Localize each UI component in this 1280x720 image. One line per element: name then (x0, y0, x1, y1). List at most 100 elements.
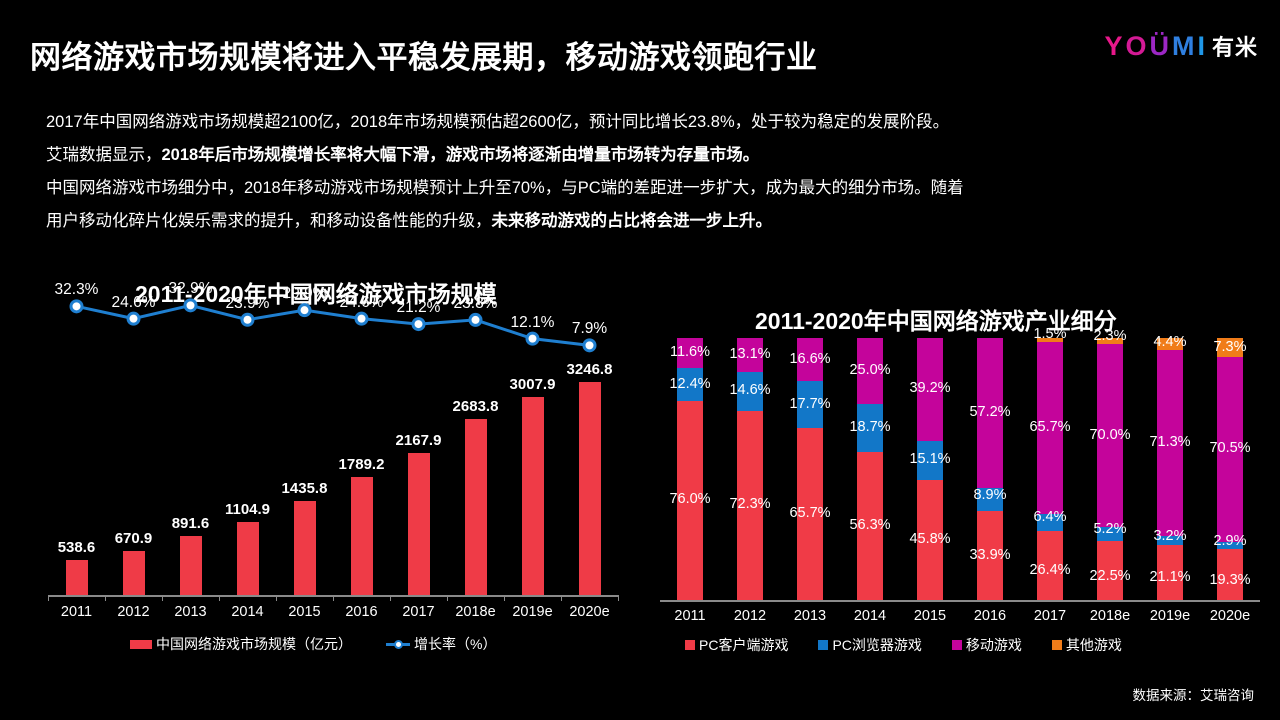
paragraph-1: 2017年中国网络游戏市场规模超2100亿，2018年市场规模预估超2600亿，… (46, 106, 1246, 139)
legend-label-mobile: 移动游戏 (965, 637, 1022, 653)
stacked-bar (977, 338, 1003, 600)
x-label: 2017 (402, 604, 435, 620)
paragraph-3: 中国网络游戏市场细分中，2018年移动游戏市场规模预计上升至70%，与PC端的差… (46, 172, 1246, 205)
segment-other (1037, 338, 1063, 342)
logo-letter-i: I (1197, 30, 1206, 61)
legend-label-market-size: 中国网络游戏市场规模（亿元） (156, 636, 352, 652)
segment-pc-client (737, 410, 763, 600)
label-pc-client: 76.0% (669, 491, 711, 508)
paragraph-3-text: 中国网络游戏市场细分中，2018年移动游戏市场规模预计上升至70%，与PC端的差… (46, 179, 964, 197)
label-pc-client: 26.4% (1029, 562, 1071, 579)
bar-market-size (407, 452, 430, 595)
x-label: 2018e (1089, 608, 1131, 624)
legend-item-other: 其他游戏 (1051, 635, 1122, 655)
bar-value-label: 891.6 (171, 515, 210, 533)
x-label: 2013 (793, 608, 827, 624)
x-axis-tick (105, 595, 106, 601)
label-pc-client: 65.7% (789, 504, 831, 521)
stacked-bar (1157, 338, 1183, 600)
label-mobile: 65.7% (1029, 418, 1071, 435)
right-chart-legend: PC客户端游戏 PC浏览器游戏 移动游戏 其他游戏 (685, 635, 1122, 655)
label-pc-client: 19.3% (1209, 571, 1251, 588)
x-label: 2015 (913, 608, 947, 624)
bar-value-label: 1104.9 (224, 501, 271, 519)
x-label: 2018e (455, 604, 496, 620)
left-chart-legend: 中国网络游戏市场规模（亿元） 增长率（%） (130, 634, 496, 654)
bar-value-label: 3007.9 (509, 376, 556, 394)
legend-item-mobile: 移动游戏 (951, 635, 1022, 655)
logo-letter-y: Y (1104, 30, 1124, 61)
label-pc-browser: 18.7% (849, 418, 891, 435)
segment-pc-browser (737, 372, 763, 411)
x-axis-tick (561, 595, 562, 601)
legend-label-growth-rate: 增长率（%） (414, 636, 497, 652)
paragraph-4-text-bold: 未来移动游戏的占比将会进一步上升。 (491, 212, 773, 230)
x-axis-tick (219, 595, 220, 601)
segment-pc-client (797, 427, 823, 600)
label-mobile: 13.1% (729, 346, 771, 363)
growth-rate-label: 23.9% (225, 294, 270, 312)
stacked-bar (677, 338, 703, 600)
stacked-bar (917, 338, 943, 601)
growth-rate-label: 32.9% (168, 280, 213, 298)
bar-market-size (350, 477, 373, 595)
label-pc-browser: 17.7% (789, 395, 831, 412)
segment-pc-client (677, 400, 703, 600)
x-axis-tick (504, 595, 505, 601)
logo-chinese-name: 有米 (1211, 35, 1258, 60)
x-label: 2013 (174, 604, 207, 620)
label-pc-browser: 14.6% (729, 382, 771, 399)
x-label: 2011 (60, 604, 93, 620)
legend-item-pc-client: PC客户端游戏 (685, 635, 788, 655)
growth-rate-label: 21.2% (396, 299, 441, 317)
right-x-axis (660, 600, 1260, 602)
x-label: 2019e (1149, 608, 1191, 624)
growth-rate-label: 29.9% (282, 285, 327, 303)
legend-label-other: 其他游戏 (1065, 637, 1122, 653)
segment-pc-client (917, 480, 943, 601)
segment-mobile (1037, 341, 1063, 515)
bar-market-size (578, 381, 601, 595)
legend-swatch-market-size (130, 639, 152, 649)
bar-value-label: 1435.8 (281, 479, 328, 497)
logo-letter-u: Ü (1149, 30, 1170, 61)
x-label: 2017 (1033, 608, 1067, 624)
bar-value-label: 670.9 (114, 529, 153, 547)
segment-pc-client (1097, 541, 1123, 600)
segment-pc-browser (977, 487, 1003, 512)
growth-rate-label: 12.1% (510, 313, 555, 331)
segment-mobile (737, 338, 763, 373)
x-label: 2012 (733, 608, 767, 624)
body-copy: 2017年中国网络游戏市场规模超2100亿，2018年市场规模预估超2600亿，… (46, 106, 1246, 238)
legend-swatch-pc-browser (818, 640, 829, 650)
growth-rate-label: 24.6% (111, 293, 156, 311)
segment-mobile (917, 338, 943, 441)
label-mobile: 11.6% (669, 344, 711, 361)
paragraph-2-text-bold: 2018年后市场规模增长率将大幅下滑，游戏市场将逐渐由增量市场转为存量市场。 (161, 146, 760, 164)
legend-item-market-size: 中国网络游戏市场规模（亿元） (130, 634, 352, 654)
segment-mobile (1217, 357, 1243, 542)
label-mobile: 25.0% (849, 361, 891, 378)
label-pc-client: 72.3% (729, 496, 771, 513)
bar-market-size (122, 550, 145, 595)
bar-value-label: 2167.9 (395, 431, 442, 449)
x-label: 2014 (853, 608, 887, 624)
paragraph-1-text: 2017年中国网络游戏市场规模超2100亿，2018年市场规模预估超2600亿，… (46, 113, 950, 131)
paragraph-4-text-a: 用户移动化碎片化娱乐需求的提升，和移动设备性能的升级， (46, 212, 492, 230)
stacked-bar (1037, 338, 1063, 600)
segment-pc-browser (917, 440, 943, 481)
label-mobile: 16.6% (789, 350, 831, 367)
label-other: 4.4% (1153, 333, 1187, 350)
x-axis-tick (447, 595, 448, 601)
segment-pc-client (857, 452, 883, 600)
bar-market-size (293, 500, 316, 595)
label-pc-browser: 5.2% (1093, 521, 1127, 538)
label-pc-browser: 8.9% (973, 486, 1007, 503)
stacked-bar (797, 338, 823, 600)
data-source-note: 数据来源：艾瑞咨询 (1132, 688, 1255, 703)
bar-value-label: 3246.8 (566, 360, 613, 378)
x-axis-tick (276, 595, 277, 601)
segment-pc-browser (857, 403, 883, 453)
bar-market-size (65, 559, 88, 595)
right-chart-title: 2011-2020年中国网络游戏产业细分 (755, 308, 1117, 334)
